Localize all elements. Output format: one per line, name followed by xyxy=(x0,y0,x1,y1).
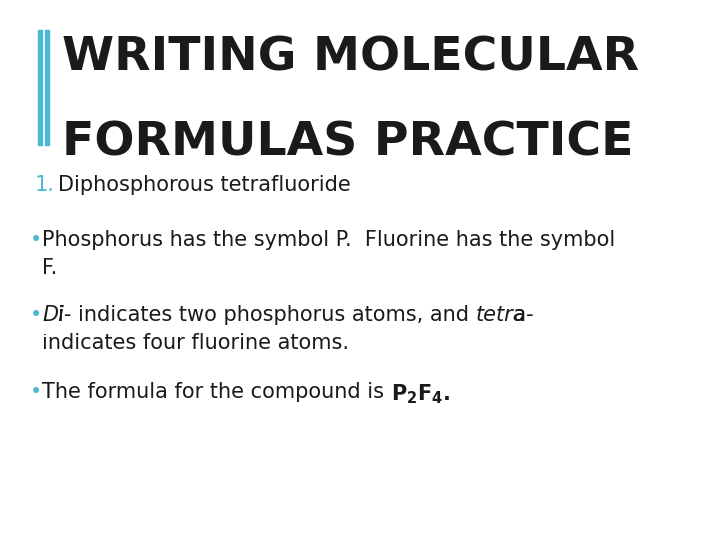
Text: tetra: tetra xyxy=(476,305,526,325)
Text: Diphosphorous tetrafluoride: Diphosphorous tetrafluoride xyxy=(58,175,351,195)
Text: Phosphorus has the symbol P.  Fluorine has the symbol
F.: Phosphorus has the symbol P. Fluorine ha… xyxy=(42,230,616,278)
Text: Di- indicates two phosphorus atoms, and tetra-
indicates four fluorine atoms.: Di- indicates two phosphorus atoms, and … xyxy=(42,305,534,353)
Text: 1.: 1. xyxy=(35,175,55,195)
Text: The formula for the compound is: The formula for the compound is xyxy=(42,382,391,402)
Text: $\mathbf{P_2F_4}$.: $\mathbf{P_2F_4}$. xyxy=(391,382,450,406)
Text: •: • xyxy=(30,382,42,402)
Text: WRITING MOLECULAR: WRITING MOLECULAR xyxy=(62,35,639,80)
Text: Di: Di xyxy=(42,305,64,325)
Text: FORMULAS PRACTICE: FORMULAS PRACTICE xyxy=(62,120,634,165)
Text: •: • xyxy=(30,230,42,250)
Text: •: • xyxy=(30,305,42,325)
